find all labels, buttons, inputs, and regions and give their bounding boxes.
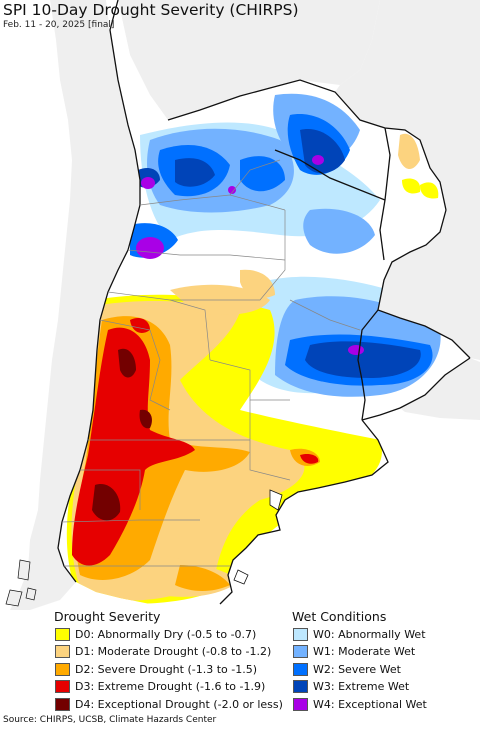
source-note: Source: CHIRPS, UCSB, Climate Hazards Ce… [3,715,217,725]
drought-map [5,0,480,610]
legend-label: D0: Abnormally Dry (-0.5 to -0.7) [75,627,257,641]
legend-label: D3: Extreme Drought (-1.6 to -1.9) [75,680,266,693]
legend-label: W4: Exceptional Wet [313,697,427,711]
legend-swatch [55,697,70,711]
legend-label: D2: Severe Drought (-1.3 to -1.5) [75,662,258,676]
wet-legend-item: W0: Abnormally Wet [293,626,426,642]
wet-legend-item: W1: Moderate Wet [293,644,415,660]
brazil-land [335,0,480,360]
uruguay-land [400,358,480,420]
drought-legend-item: D0: Abnormally Dry (-0.5 to -0.7) [55,626,256,642]
bolivia-peru-land [106,0,380,120]
legend-label: W0: Abnormally Wet [313,627,426,641]
legend-swatch [55,645,70,658]
legend-label: D1: Moderate Drought (-0.8 to -1.2) [75,645,272,658]
wet-legend-item: W4: Exceptional Wet [293,696,427,712]
legend-swatch [293,662,308,676]
legend-label: D4: Exceptional Drought (-2.0 or less) [75,697,283,711]
map-title: SPI 10-Day Drought Severity (CHIRPS) [3,1,299,19]
wet-legend-title: Wet Conditions [292,609,387,624]
legend-swatch [293,645,308,658]
coast-details [233,489,283,585]
drought-legend-item: D4: Exceptional Drought (-2.0 or less) [55,696,283,712]
legend-swatch [55,627,70,641]
legend-label: W3: Extreme Wet [313,680,410,693]
legend-label: W2: Severe Wet [313,662,401,676]
drought-legend-title: Drought Severity [54,609,161,624]
drought-legend-item: D3: Extreme Drought (-1.6 to -1.9) [55,679,265,695]
legend-swatch [55,680,70,693]
legend-label: W1: Moderate Wet [313,645,416,658]
legend-swatch [55,662,70,676]
legend-swatch [293,627,308,641]
legend-swatch [293,680,308,693]
drought-legend-item: D1: Moderate Drought (-0.8 to -1.2) [55,644,271,660]
chile-land [10,0,140,610]
legend-swatch [293,697,308,711]
map-subtitle: Feb. 11 - 20, 2025 [final] [3,20,115,30]
drought-legend-item: D2: Severe Drought (-1.3 to -1.5) [55,661,257,677]
province-lines [61,159,361,567]
chile-islands [5,559,37,607]
wet-legend-item: W3: Extreme Wet [293,679,409,695]
wet-legend-item: W2: Severe Wet [293,661,401,677]
country-borders [57,0,471,605]
